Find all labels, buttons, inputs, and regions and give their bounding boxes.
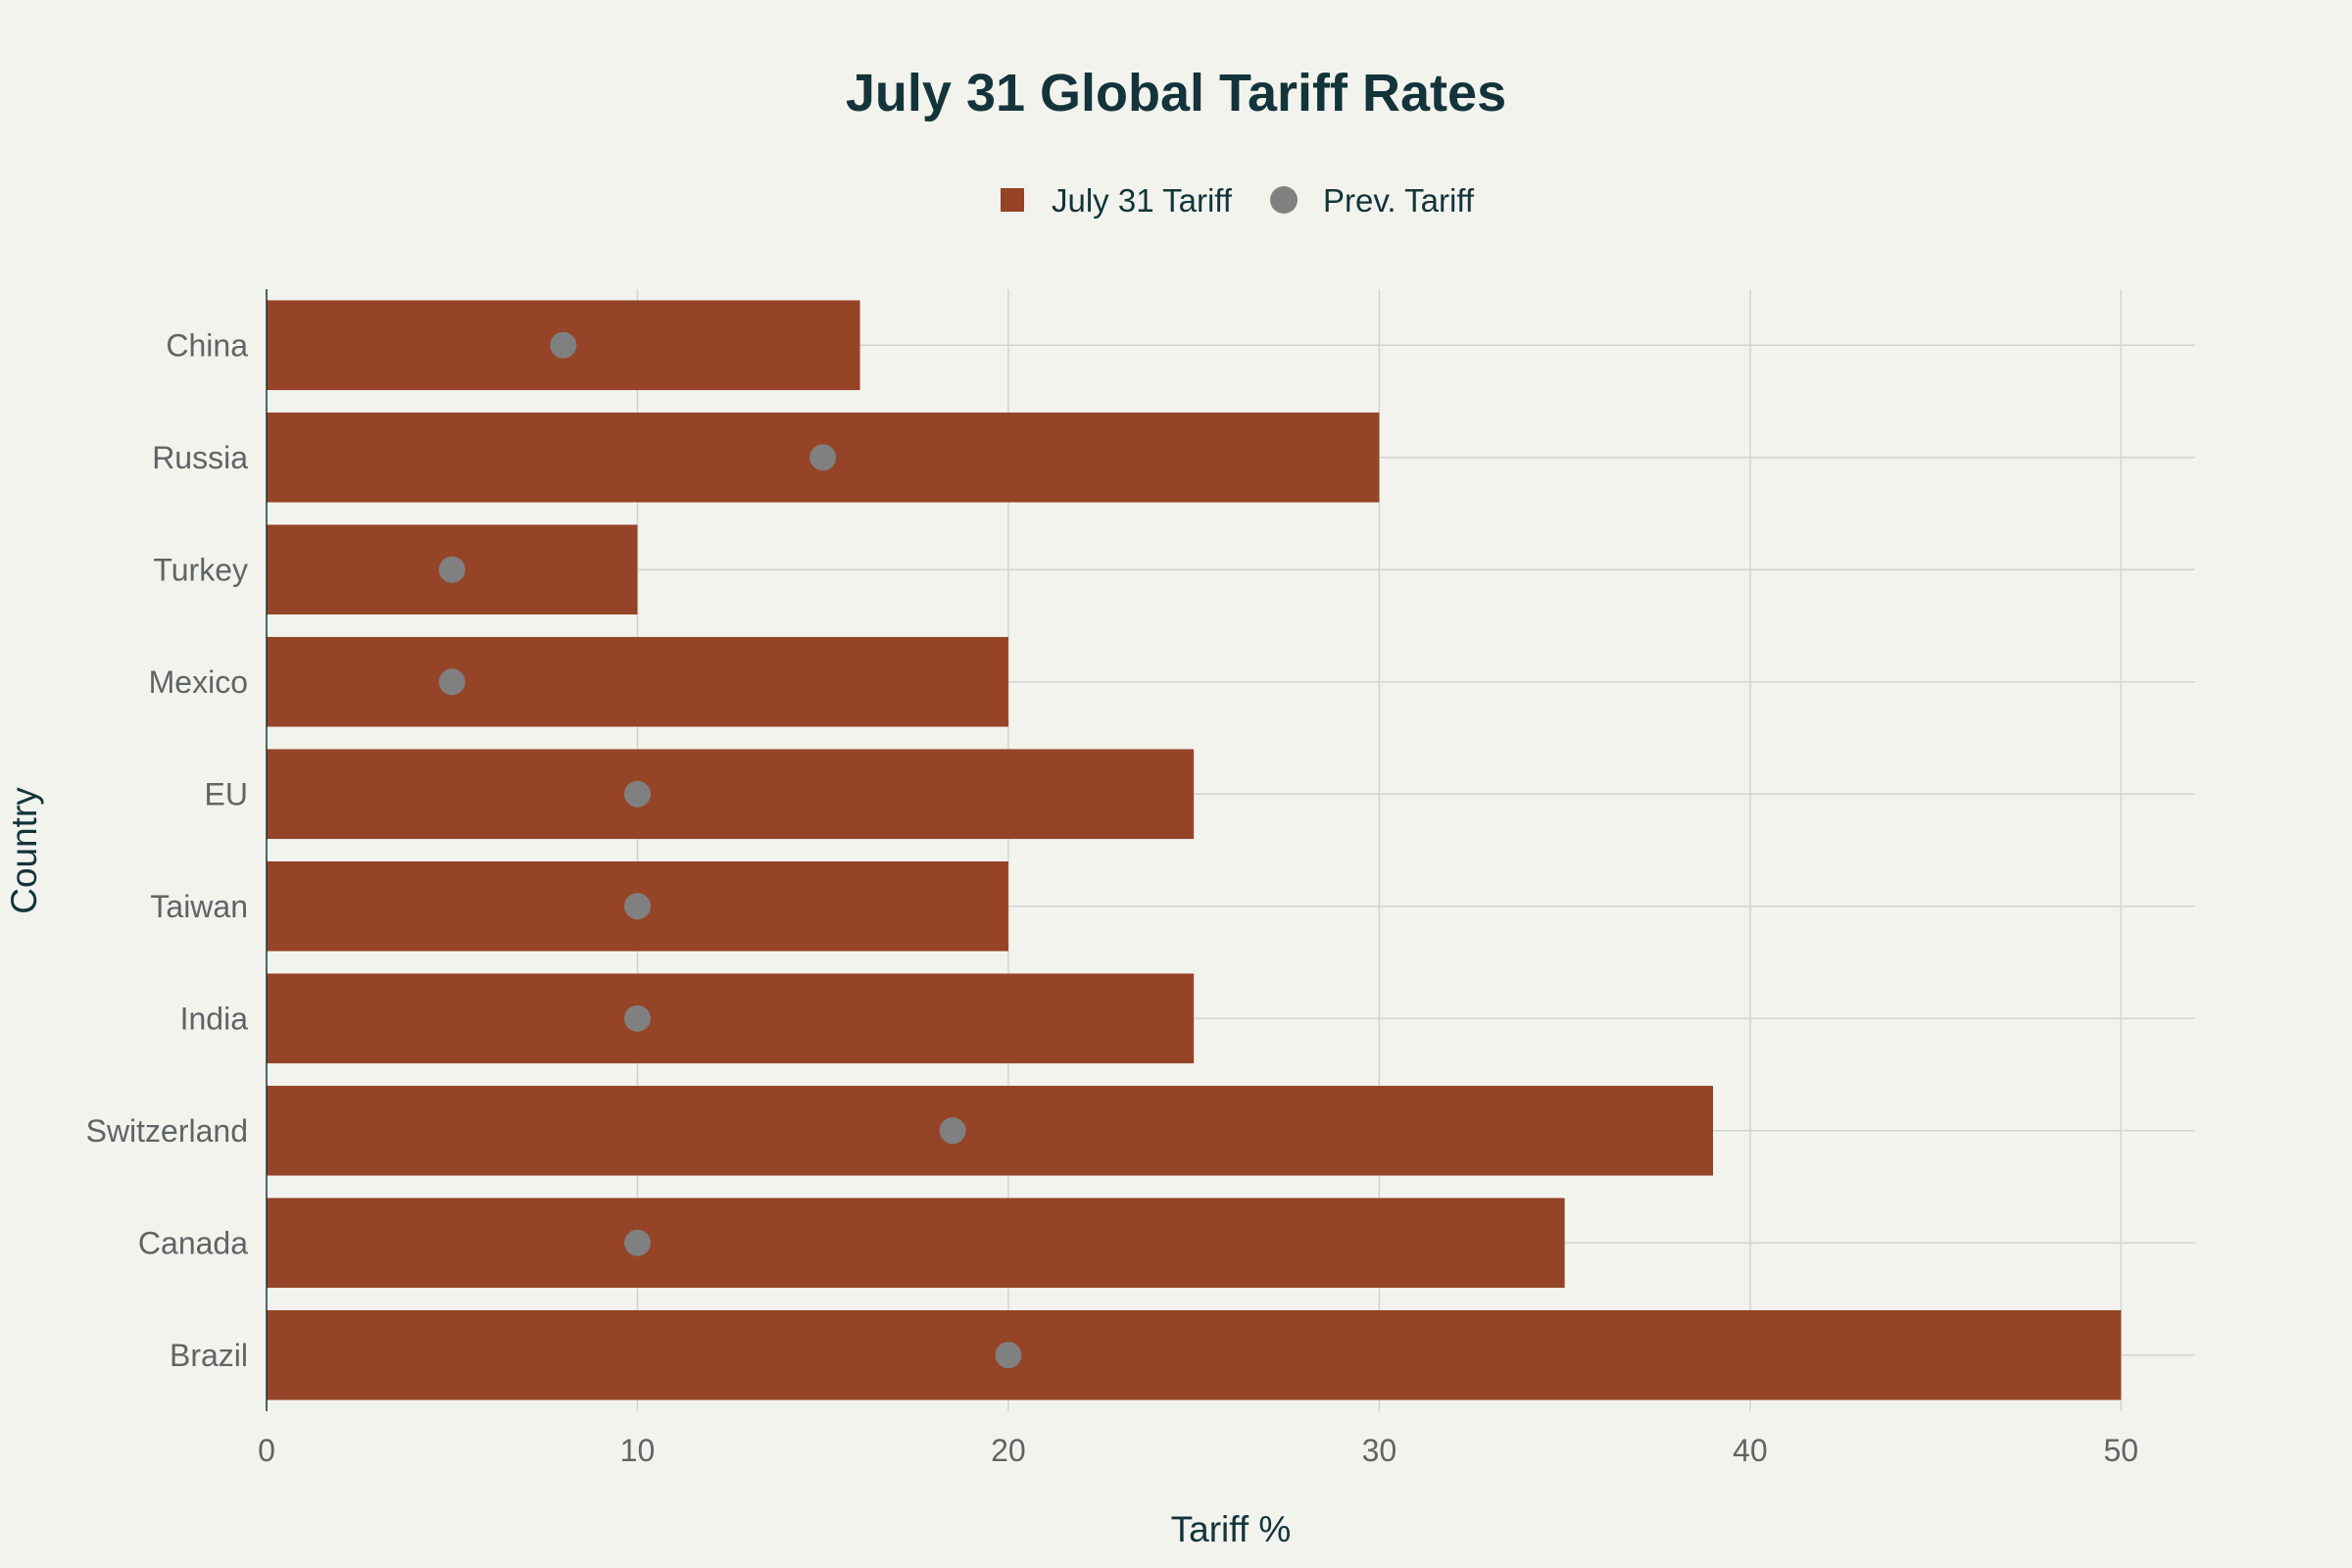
x-tick-label: 10 xyxy=(620,1433,656,1468)
marker-turkey xyxy=(438,556,466,583)
markers xyxy=(438,331,1022,1369)
marker-eu xyxy=(623,780,651,808)
x-tick-label: 0 xyxy=(258,1433,275,1468)
x-axis-ticks: 0 10 20 30 40 50 xyxy=(258,1433,2138,1468)
bar-switzerland xyxy=(267,1085,1713,1176)
y-axis-ticks: China Russia Turkey Mexico EU Taiwan India Swit… xyxy=(86,327,249,1373)
x-tick-label: 40 xyxy=(1733,1433,1768,1468)
bars xyxy=(267,300,2122,1400)
y-tick-label-taiwan: Taiwan xyxy=(150,889,248,924)
marker-brazil xyxy=(995,1342,1022,1369)
y-tick-label-brazil: Brazil xyxy=(170,1338,248,1373)
y-axis-title: Country xyxy=(4,787,44,914)
y-tick-label-eu: EU xyxy=(205,776,248,811)
marker-switzerland xyxy=(939,1117,966,1145)
legend-swatch-july-31-tariff xyxy=(1001,188,1024,212)
marker-mexico xyxy=(438,668,466,696)
legend-swatch-prev-tariff xyxy=(1270,186,1298,214)
legend: July 31 Tariff Prev. Tariff xyxy=(1001,182,1475,219)
bar-canada xyxy=(267,1198,1565,1289)
marker-canada xyxy=(623,1229,651,1256)
x-tick-label: 20 xyxy=(991,1433,1026,1468)
x-tick-label: 30 xyxy=(1362,1433,1397,1468)
y-tick-label-mexico: Mexico xyxy=(149,664,248,700)
legend-label-prev-tariff: Prev. Tariff xyxy=(1323,182,1475,219)
y-tick-label-turkey: Turkey xyxy=(153,552,248,587)
bar-eu xyxy=(267,749,1195,840)
bar-india xyxy=(267,973,1195,1064)
bar-brazil xyxy=(267,1309,2122,1400)
marker-india xyxy=(623,1004,651,1032)
marker-russia xyxy=(809,444,837,471)
y-tick-label-india: India xyxy=(180,1001,249,1036)
x-tick-label: 50 xyxy=(2104,1433,2139,1468)
y-tick-label-russia: Russia xyxy=(152,440,248,475)
legend-label-july-31-tariff: July 31 Tariff xyxy=(1052,182,1233,219)
marker-taiwan xyxy=(623,893,651,920)
x-axis-title: Tariff % xyxy=(1171,1509,1292,1549)
chart-title: July 31 Global Tariff Rates xyxy=(846,64,1506,122)
y-tick-label-china: China xyxy=(166,327,248,363)
bar-mexico xyxy=(267,636,1008,727)
marker-china xyxy=(550,331,577,359)
y-tick-label-canada: Canada xyxy=(138,1225,248,1260)
y-tick-label-switzerland: Switzerland xyxy=(86,1113,248,1149)
